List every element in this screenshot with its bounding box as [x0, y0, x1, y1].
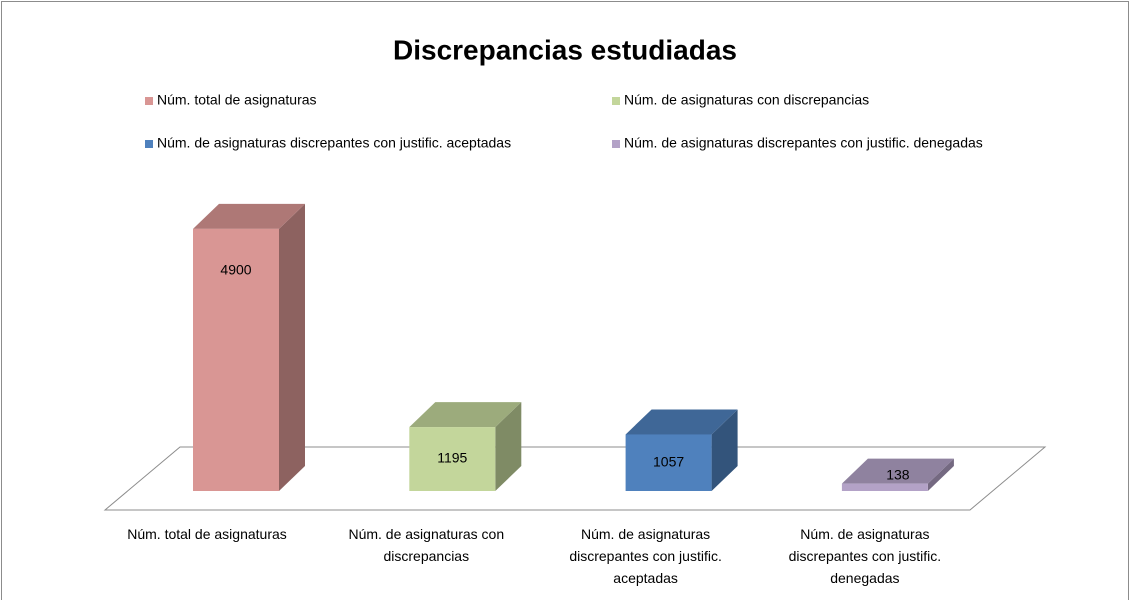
bar-side [711, 409, 738, 491]
bar [841, 483, 928, 491]
legend-swatch [612, 97, 620, 105]
bar [625, 434, 712, 491]
legend-label: Núm. total de asignaturas [157, 92, 317, 108]
legend-swatch [612, 140, 620, 148]
legend-label: Núm. de asignaturas discrepantes con jus… [624, 135, 983, 151]
chart-title: Discrepancias estudiadas [393, 34, 737, 65]
x-tick-label: Núm. de asignaturas con discrepancias [348, 526, 505, 564]
value-label: 1195 [437, 450, 467, 466]
legend-swatch [145, 97, 153, 105]
bar-top [841, 458, 954, 484]
legend-label: Núm. de asignaturas discrepantes con jus… [157, 135, 511, 151]
x-tick-label: Núm. de asignaturas discrepantes con jus… [788, 526, 942, 586]
bar-top [409, 402, 522, 428]
bar [193, 228, 279, 491]
x-tick-label: Núm. total de asignaturas [127, 526, 287, 542]
bar-top [625, 409, 738, 435]
bar-side [495, 402, 522, 491]
x-tick-label: Núm. de asignaturas discrepantes con jus… [569, 526, 722, 586]
bar-side [279, 203, 305, 491]
floor [103, 446, 1047, 511]
legend-label: Núm. de asignaturas con discrepancias [624, 92, 869, 108]
value-label: 1057 [653, 453, 684, 469]
bar-side [927, 458, 954, 491]
bar-top [193, 203, 305, 229]
value-label: 138 [886, 466, 910, 482]
value-label: 4900 [220, 262, 251, 278]
bar [409, 427, 496, 491]
legend-swatch [145, 140, 153, 148]
